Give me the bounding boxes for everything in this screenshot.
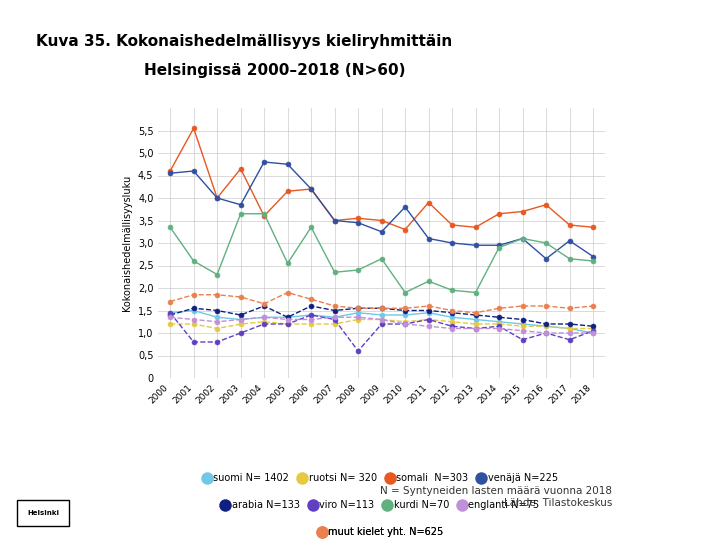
Legend: muut kielet yht. N=625: muut kielet yht. N=625 — [316, 523, 447, 540]
Y-axis label: Kokonaishedelmällisyysluku: Kokonaishedelmällisyysluku — [122, 175, 132, 311]
Text: Helsinki: Helsinki — [27, 510, 59, 516]
Text: Kuva 35. Kokonaishedelmällisyys kieliryhmittäin: Kuva 35. Kokonaishedelmällisyys kieliryh… — [36, 33, 452, 49]
Text: Helsingissä 2000–2018 (N>60): Helsingissä 2000–2018 (N>60) — [144, 63, 405, 78]
FancyBboxPatch shape — [17, 500, 69, 526]
Text: N = Syntyneiden lasten määrä vuonna 2018
Lähde: Tilastokeskus: N = Syntyneiden lasten määrä vuonna 2018… — [380, 486, 612, 508]
